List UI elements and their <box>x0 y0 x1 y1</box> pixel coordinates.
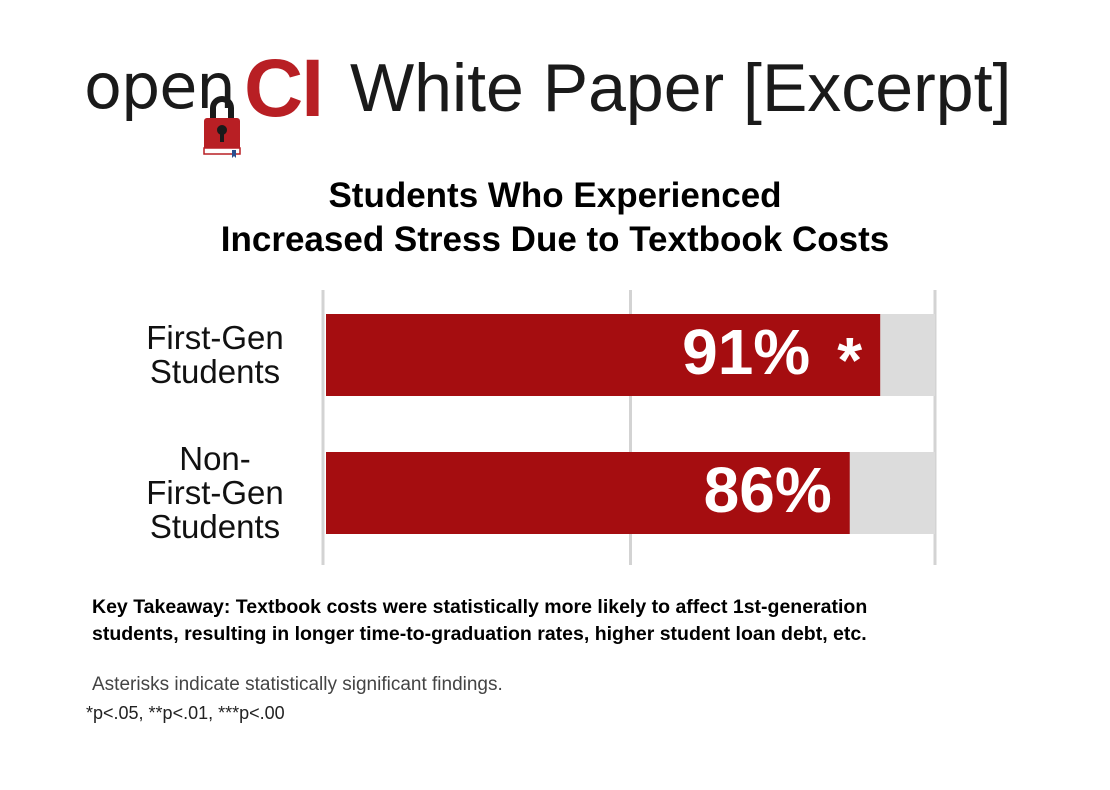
red-book-with-padlock-icon <box>203 96 241 158</box>
chart-title: Students Who Experienced Increased Stres… <box>0 174 1110 262</box>
data-label: 91% <box>682 316 810 388</box>
header: open CI White Paper [Excerpt] <box>84 44 1044 164</box>
document-title: White Paper [Excerpt] <box>350 50 1012 126</box>
category-label-line: First-Gen <box>146 474 284 511</box>
bar <box>326 452 850 534</box>
chart-title-line-1: Students Who Experienced <box>328 176 782 215</box>
p-value-legend: *p<.05, **p<.01, ***p<.00 <box>86 703 285 723</box>
category-label-line: Non- <box>179 440 251 477</box>
chart-title-line-2: Increased Stress Due to Textbook Costs <box>220 220 890 259</box>
takeaway-line-2: students, resulting in longer time-to-gr… <box>92 623 867 645</box>
category-label: First-Gen Students <box>146 319 284 390</box>
category-label-line: Students <box>150 353 280 390</box>
category-label-line: First-Gen <box>146 319 284 356</box>
takeaway-line-1: Key Takeaway: Textbook costs were statis… <box>92 596 868 618</box>
significance-marker: * <box>837 324 862 396</box>
key-takeaway: Key Takeaway: Textbook costs were statis… <box>92 594 1052 648</box>
category-label: Non-First-Gen Students <box>146 440 284 545</box>
category-label-line: Students <box>150 508 280 545</box>
bar <box>326 314 881 396</box>
significance-note: Asterisks indicate statistically signifi… <box>92 674 503 695</box>
logo-text-ci: CI <box>244 43 324 134</box>
data-label: 86% <box>704 454 832 526</box>
